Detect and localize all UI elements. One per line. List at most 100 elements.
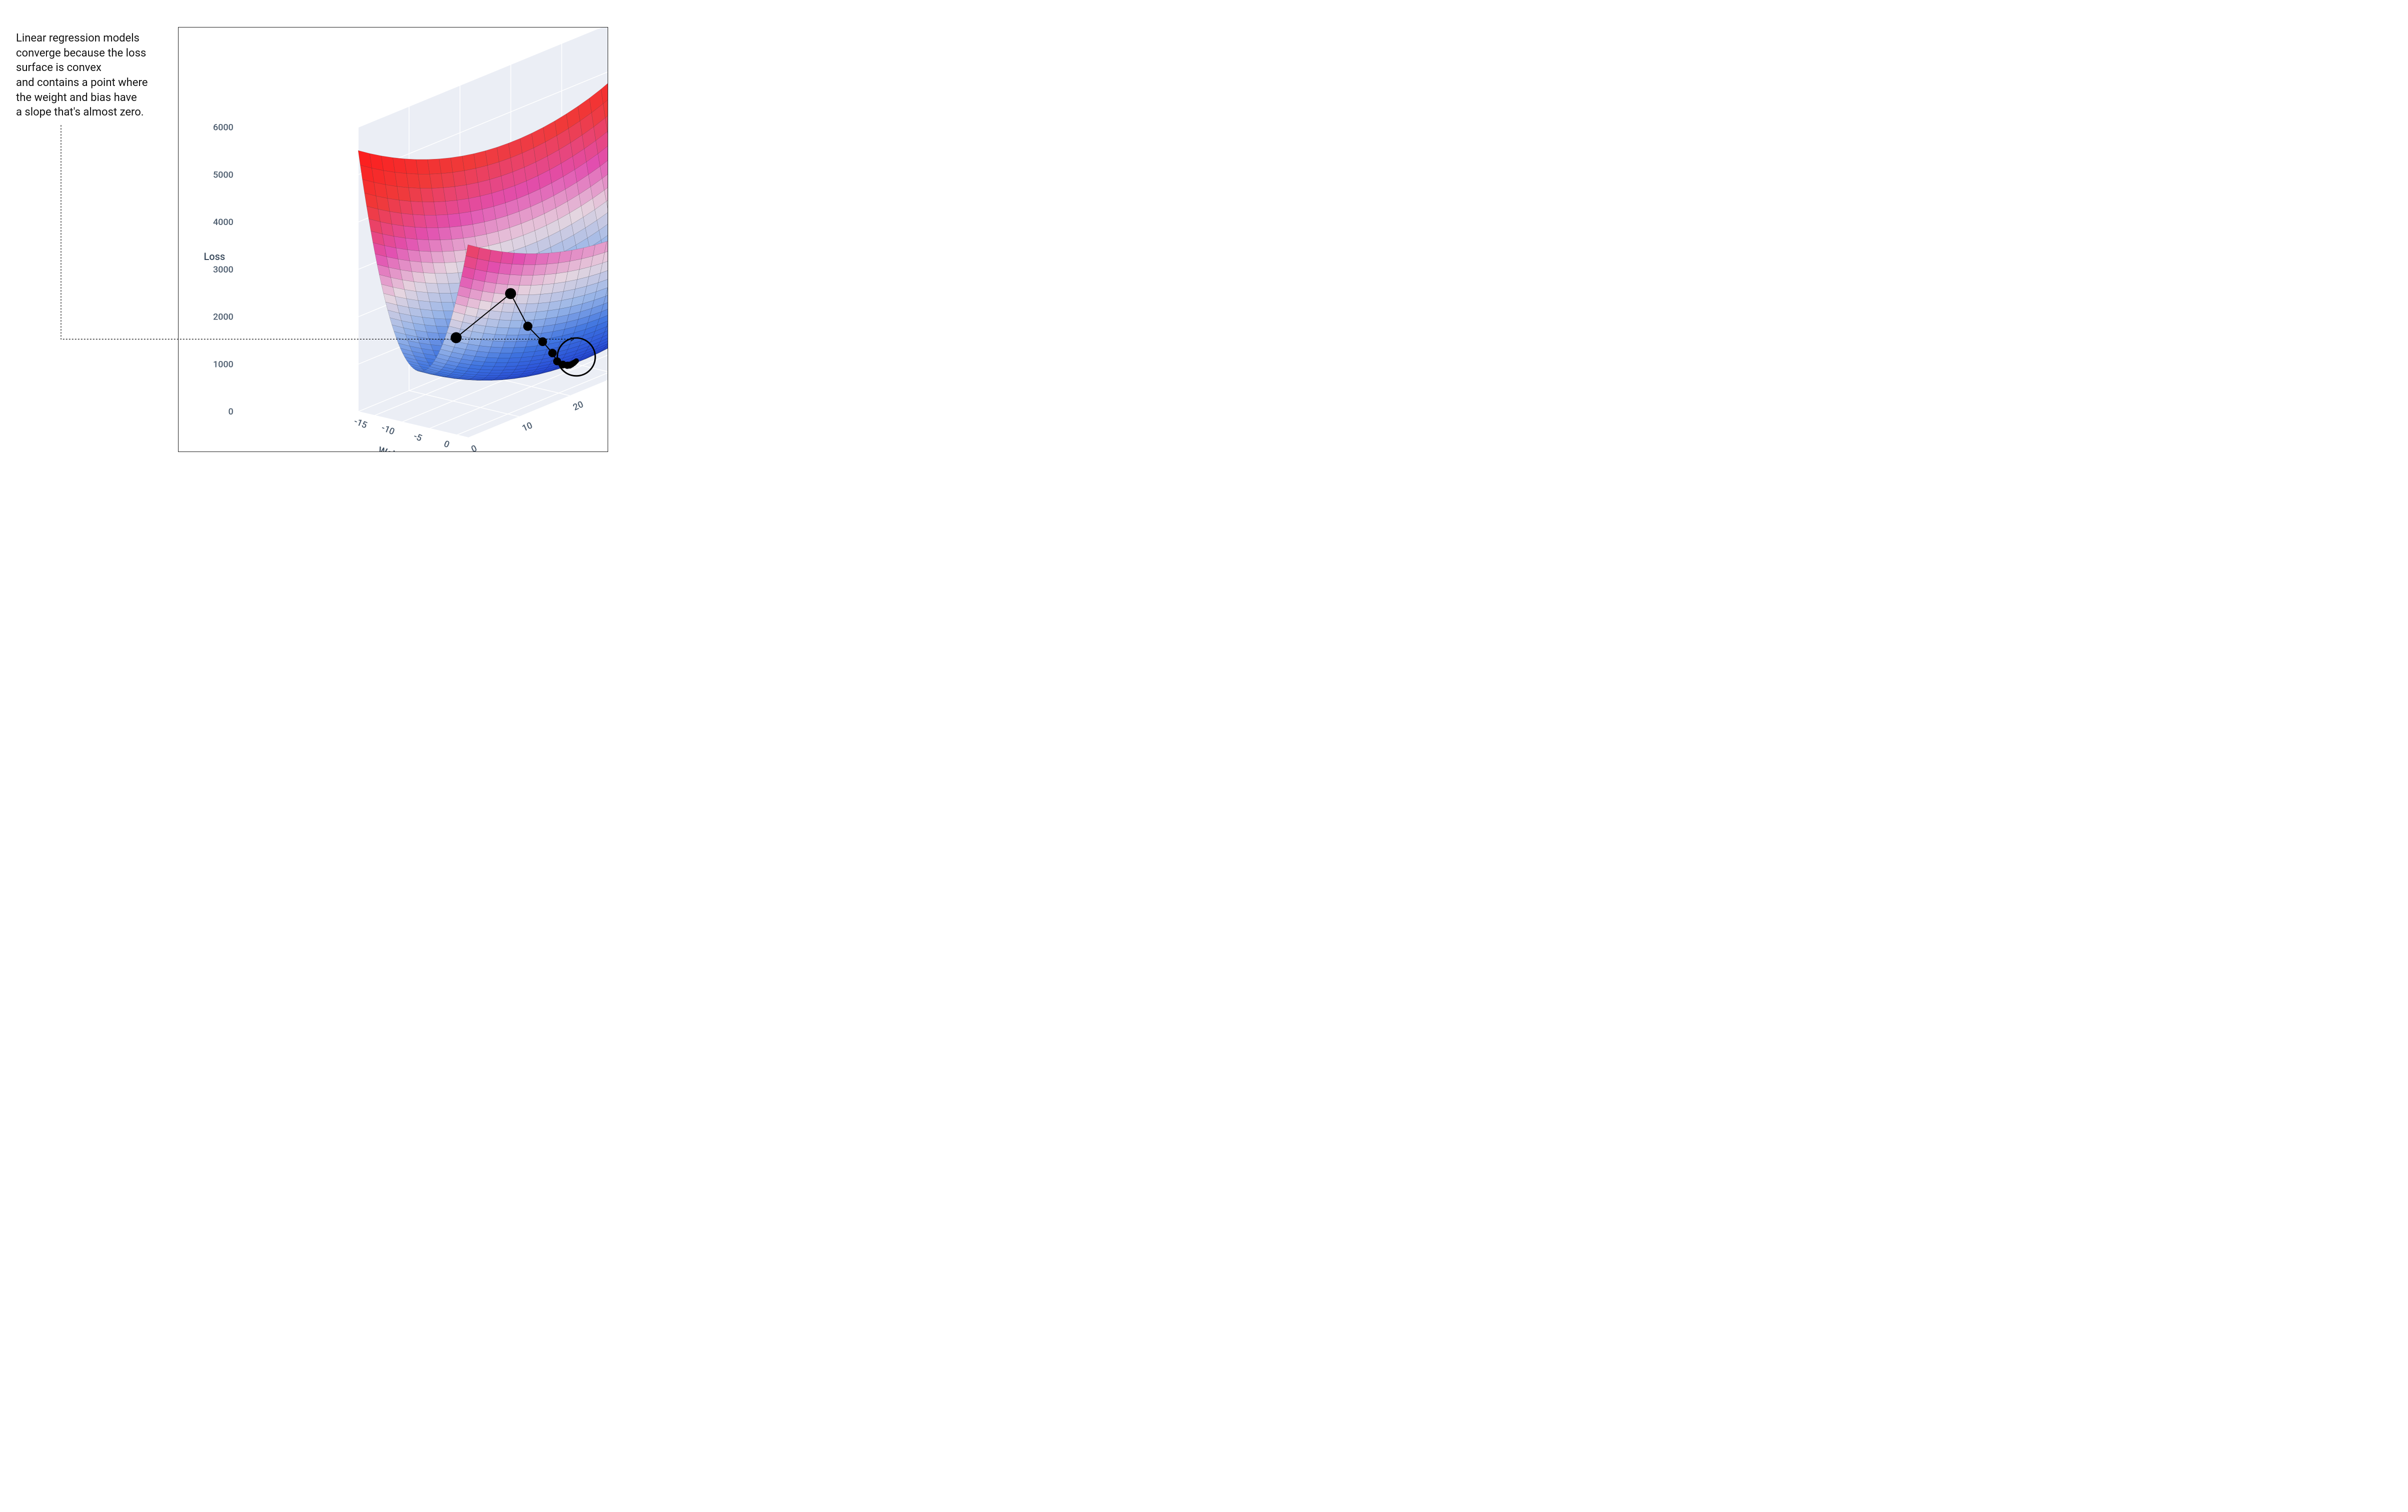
surface-cell	[440, 240, 454, 252]
surface-cell	[405, 159, 418, 174]
surface-cell	[437, 284, 451, 293]
surface-cell	[443, 186, 457, 202]
surface-cell	[507, 328, 520, 335]
z-axis-label: Loss	[204, 250, 226, 262]
annotation-line: and contains a point where	[16, 76, 171, 90]
z-tick-label: 5000	[213, 170, 234, 180]
surface-cell	[488, 373, 501, 376]
surface-cell	[487, 261, 500, 274]
surface-cell	[515, 295, 529, 304]
trajectory-point	[505, 288, 516, 299]
surface-cell	[413, 214, 427, 228]
surface-cell	[490, 302, 504, 312]
z-tick-label: 3000	[213, 264, 234, 275]
surface-cell	[482, 333, 495, 340]
x-tick-label: -5	[412, 431, 424, 444]
surface-cell	[517, 286, 531, 295]
trajectory-point	[538, 338, 547, 346]
surface-cell	[461, 224, 475, 238]
surface-cell	[415, 227, 429, 240]
surface-cell	[509, 320, 523, 328]
surface-cell	[431, 252, 444, 262]
surface-cell	[487, 352, 500, 358]
surface-cell	[453, 170, 466, 186]
surface-cell	[503, 342, 516, 348]
surface-cell	[429, 240, 442, 252]
surface-cell	[494, 362, 508, 366]
annotation-line: a slope that's almost zero.	[16, 105, 171, 120]
surface-cell	[483, 362, 496, 366]
surface-cell	[439, 158, 453, 174]
surface-cell	[486, 376, 499, 378]
annotation-line: the weight and bias have	[16, 90, 171, 106]
surface-cell	[441, 172, 455, 188]
surface-cell	[478, 248, 491, 261]
surface-cell	[492, 293, 506, 303]
surface-cell	[520, 275, 533, 285]
surface-cell	[533, 264, 547, 275]
surface-cell	[497, 320, 511, 328]
surface-cell	[481, 291, 494, 302]
trajectory-point	[574, 358, 579, 364]
surface-cell	[498, 353, 512, 358]
surface-cell	[499, 263, 512, 275]
z-tick-label: 0	[229, 406, 234, 417]
surface-cell	[483, 282, 496, 293]
y-tick-label: 10	[521, 420, 534, 434]
loss-surface-chart: 0100020003000400050006000Loss-15-10-50We…	[179, 28, 608, 452]
surface-cell	[432, 188, 445, 202]
chart-frame: 0100020003000400050006000Loss-15-10-50We…	[178, 27, 608, 452]
surface-cell	[419, 251, 433, 263]
surface-cell	[418, 174, 432, 188]
surface-cell	[462, 154, 476, 170]
surface-cell	[447, 273, 460, 284]
surface-cell	[496, 274, 510, 284]
surface-cell	[430, 174, 443, 188]
z-tick-label: 6000	[213, 122, 234, 133]
surface-cell	[425, 215, 438, 228]
surface-cell	[428, 292, 441, 302]
z-tick-label: 1000	[213, 359, 234, 370]
surface-cell	[450, 226, 463, 240]
surface-cell	[409, 188, 422, 202]
surface-cell	[459, 212, 473, 226]
surface-cell	[484, 378, 497, 379]
surface-cell	[416, 160, 430, 174]
surface-cell	[422, 202, 436, 215]
surface-cell	[510, 264, 524, 275]
surface-cell	[535, 253, 549, 264]
surface-cell	[490, 370, 504, 373]
surface-cell	[525, 304, 538, 312]
surface-cell	[452, 238, 465, 252]
surface-cell	[531, 274, 545, 285]
surface-cell	[471, 210, 484, 224]
surface-cell	[486, 318, 499, 327]
y-tick-label: 0	[470, 443, 479, 452]
surface-cell	[508, 274, 521, 285]
surface-cell	[430, 302, 443, 310]
surface-cell	[424, 273, 437, 284]
surface-cell	[496, 358, 510, 362]
surface-cell	[527, 294, 540, 304]
surface-cell	[436, 214, 450, 228]
surface-cell	[411, 202, 424, 216]
surface-cell	[428, 159, 441, 174]
annotation-line: Linear regression models	[16, 31, 171, 46]
surface-cell	[446, 200, 459, 215]
surface-cell	[427, 228, 440, 240]
surface-cell	[441, 302, 455, 311]
z-tick-label: 2000	[213, 312, 234, 322]
surface-cell	[434, 202, 448, 215]
surface-cell	[445, 262, 458, 273]
x-axis-label: Weight	[377, 444, 411, 452]
x-tick-label: -10	[380, 422, 396, 437]
surface-cell	[473, 222, 486, 236]
surface-cell	[488, 310, 501, 320]
surface-cell	[485, 272, 498, 284]
surface-cell	[502, 304, 515, 312]
surface-cell	[417, 240, 431, 252]
x-tick-label: -15	[353, 416, 369, 430]
surface-cell	[500, 312, 513, 320]
surface-cell	[467, 182, 480, 198]
surface-cell	[489, 347, 503, 353]
